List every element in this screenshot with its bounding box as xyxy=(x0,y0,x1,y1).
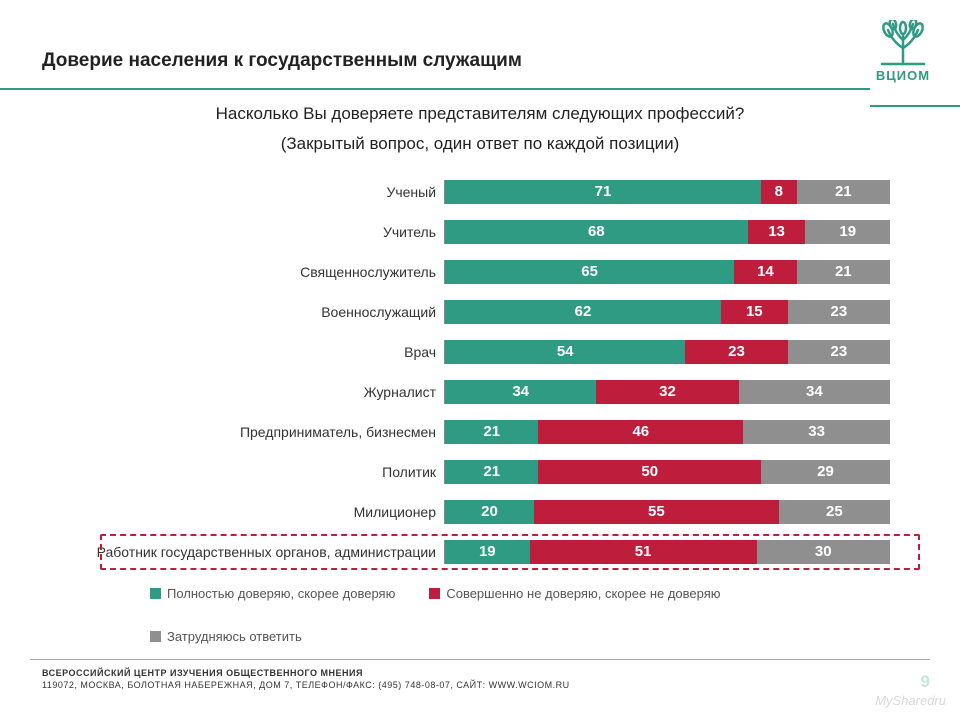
legend-label: Затрудняюсь ответить xyxy=(167,629,302,644)
bar-segment: 15 xyxy=(721,300,788,324)
bar-segment: 54 xyxy=(445,340,685,364)
bar-segment: 34 xyxy=(445,380,596,404)
row-bars: 214633 xyxy=(444,420,890,444)
logo-text: ВЦИОМ xyxy=(868,68,938,83)
logo: ВЦИОМ xyxy=(868,20,938,83)
bar-segment: 14 xyxy=(734,260,796,284)
bar-segment: 65 xyxy=(445,260,734,284)
row-bars: 343234 xyxy=(444,380,890,404)
bar-segment: 13 xyxy=(748,220,806,244)
divider-bottom xyxy=(30,659,930,660)
legend-swatch xyxy=(150,631,161,642)
bar-segment: 68 xyxy=(445,220,748,244)
row-bars: 651421 xyxy=(444,260,890,284)
bar-segment: 21 xyxy=(445,420,538,444)
row-bars: 542323 xyxy=(444,340,890,364)
chart-row: Военнослужащий621523 xyxy=(60,292,890,332)
bar-segment: 21 xyxy=(797,260,890,284)
footer-org: ВСЕРОССИЙСКИЙ ЦЕНТР ИЗУЧЕНИЯ ОБЩЕСТВЕННО… xyxy=(42,667,570,680)
row-label: Военнослужащий xyxy=(60,304,444,320)
row-bars: 205525 xyxy=(444,500,890,524)
row-label: Ученый xyxy=(60,184,444,200)
chart-row: Политик215029 xyxy=(60,452,890,492)
bar-segment: 33 xyxy=(743,420,890,444)
bar-segment: 34 xyxy=(739,380,890,404)
logo-plant-icon xyxy=(876,20,930,66)
bar-segment: 23 xyxy=(685,340,787,364)
bar-segment: 19 xyxy=(805,220,890,244)
legend-label: Совершенно не доверяю, скорее не доверяю xyxy=(446,586,720,601)
chart-row: Журналист343234 xyxy=(60,372,890,412)
row-label: Предприниматель, бизнесмен xyxy=(60,424,444,440)
chart-row: Ученый71821 xyxy=(60,172,890,212)
trust-chart: Ученый71821Учитель681319Священнослужител… xyxy=(60,172,890,572)
bar-segment: 8 xyxy=(761,180,797,204)
chart-row: Учитель681319 xyxy=(60,212,890,252)
legend-swatch xyxy=(429,588,440,599)
bar-segment: 46 xyxy=(538,420,743,444)
legend: Полностью доверяю, скорее доверяю Соверше… xyxy=(150,586,870,644)
legend-item: Совершенно не доверяю, скорее не доверяю xyxy=(429,586,720,601)
bar-segment: 25 xyxy=(779,500,890,524)
bar-segment: 29 xyxy=(761,460,890,484)
divider-top xyxy=(0,88,870,90)
bar-segment: 62 xyxy=(445,300,721,324)
highlight-box xyxy=(100,534,920,570)
chart-row: Милиционер205525 xyxy=(60,492,890,532)
row-bars: 71821 xyxy=(444,180,890,204)
page-number: 9 xyxy=(921,672,930,692)
legend-swatch xyxy=(150,588,161,599)
row-label: Журналист xyxy=(60,384,444,400)
watermark: MySharedru xyxy=(875,693,946,708)
bar-segment: 21 xyxy=(445,460,538,484)
bar-segment: 50 xyxy=(538,460,761,484)
row-label: Милиционер xyxy=(60,504,444,520)
bar-segment: 21 xyxy=(797,180,890,204)
row-bars: 681319 xyxy=(444,220,890,244)
subtitle-line1: Насколько Вы доверяете представителям сл… xyxy=(0,104,960,124)
bar-segment: 55 xyxy=(534,500,779,524)
legend-item: Полностью доверяю, скорее доверяю xyxy=(150,586,395,601)
row-label: Политик xyxy=(60,464,444,480)
legend-item: Затрудняюсь ответить xyxy=(150,629,302,644)
row-bars: 621523 xyxy=(444,300,890,324)
bar-segment: 20 xyxy=(445,500,534,524)
bar-segment: 23 xyxy=(788,340,890,364)
bar-segment: 23 xyxy=(788,300,890,324)
footer-address: 119072, МОСКВА, БОЛОТНАЯ НАБЕРЕЖНАЯ, ДОМ… xyxy=(42,679,570,692)
footer: ВСЕРОССИЙСКИЙ ЦЕНТР ИЗУЧЕНИЯ ОБЩЕСТВЕННО… xyxy=(42,667,570,692)
row-bars: 215029 xyxy=(444,460,890,484)
chart-row: Предприниматель, бизнесмен214633 xyxy=(60,412,890,452)
row-label: Священнослужитель xyxy=(60,264,444,280)
bar-segment: 32 xyxy=(596,380,738,404)
row-label: Учитель xyxy=(60,224,444,240)
row-label: Врач xyxy=(60,344,444,360)
subtitle-line2: (Закрытый вопрос, один ответ по каждой п… xyxy=(0,134,960,154)
legend-label: Полностью доверяю, скорее доверяю xyxy=(167,586,395,601)
page-title: Доверие населения к государственным служ… xyxy=(42,50,522,72)
bar-segment: 71 xyxy=(445,180,761,204)
chart-row: Священнослужитель651421 xyxy=(60,252,890,292)
chart-row: Врач542323 xyxy=(60,332,890,372)
